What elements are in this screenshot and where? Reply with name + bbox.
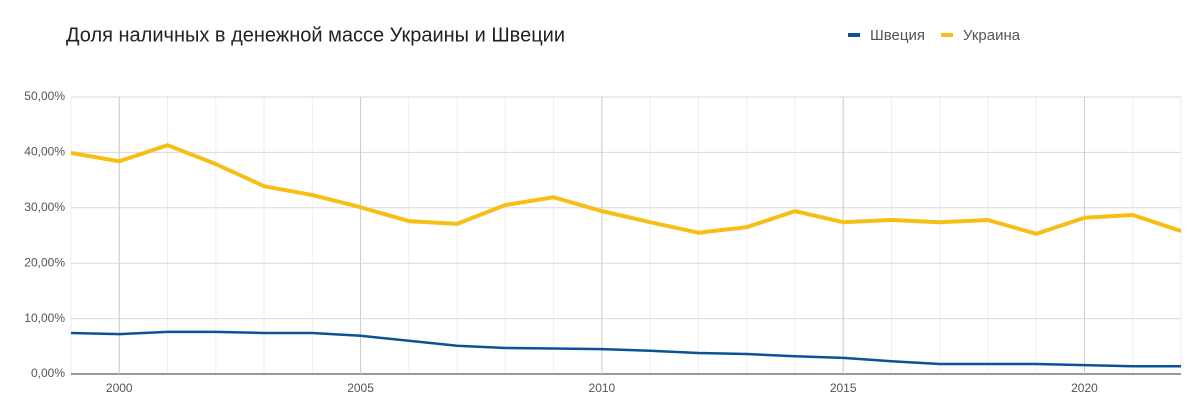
series-line [70, 143, 1182, 236]
legend-label: Швеция [870, 27, 925, 44]
y-tick-label: 10,00% [24, 311, 65, 325]
x-tick-label: 2005 [347, 381, 374, 395]
x-tick-label: 2020 [1071, 381, 1098, 395]
legend-swatch [940, 33, 953, 37]
chart-title: Доля наличных в денежной массе Украины и… [66, 24, 565, 46]
x-tick-label: 2015 [830, 381, 857, 395]
series-line [70, 330, 1181, 368]
y-tick-label: 40,00% [24, 145, 65, 159]
y-tick-label: 0,00% [31, 366, 65, 380]
legend-swatch [848, 33, 860, 37]
x-tick-label: 2000 [106, 381, 133, 395]
y-tick-label: 50,00% [24, 89, 65, 103]
legend-label: Украина [963, 27, 1021, 44]
y-tick-label: 20,00% [24, 255, 65, 269]
y-tick-label: 30,00% [24, 200, 65, 214]
x-tick-label: 2010 [589, 381, 616, 395]
